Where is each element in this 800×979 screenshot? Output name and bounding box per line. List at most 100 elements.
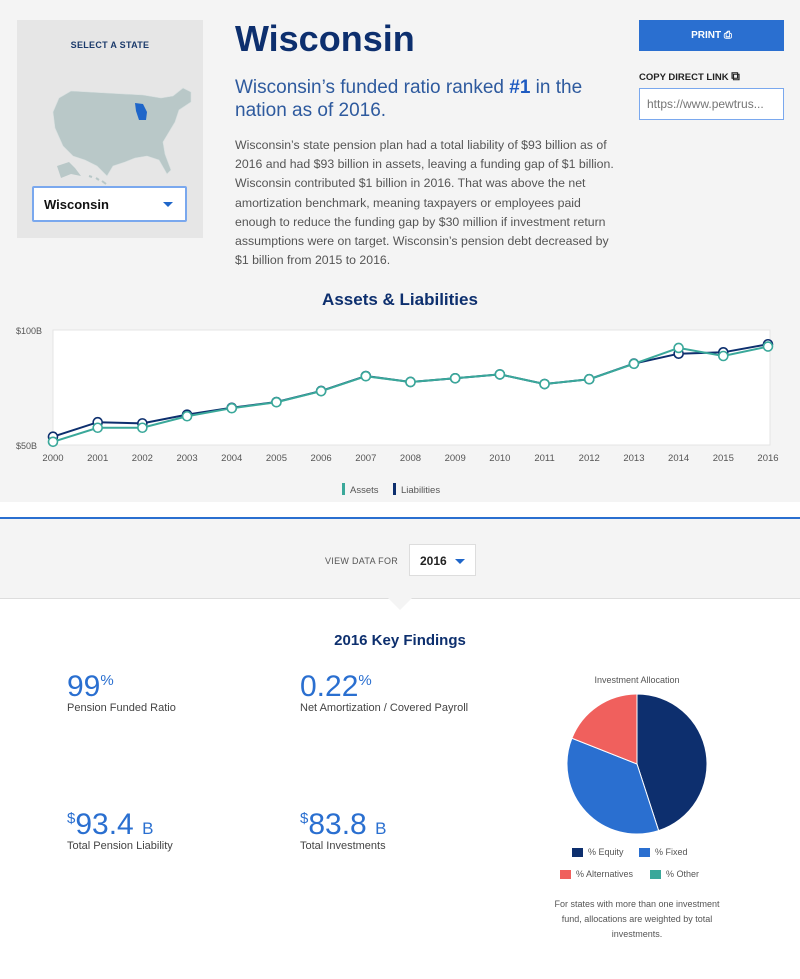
data-point-assets: [762, 341, 774, 352]
state-overview-section: SELECT A STATE Wisconsin Wisconsin Wisco…: [0, 0, 800, 502]
stat-value: 83.8: [308, 808, 367, 841]
state-dropdown[interactable]: Wisconsin: [32, 186, 187, 222]
section-divider: [0, 517, 800, 519]
x-tick-label: 2009: [445, 453, 466, 464]
legend-fixed: % Fixed: [639, 847, 688, 857]
stat-suffix: %: [100, 672, 114, 689]
legend-label: % Fixed: [655, 847, 688, 857]
data-point-assets: [583, 373, 595, 385]
x-tick-label: 2008: [400, 453, 421, 464]
x-tick-label: 2011: [534, 453, 554, 464]
pie-slice-alternatives: [571, 693, 638, 765]
data-point-assets: [315, 385, 327, 397]
plot-area: [52, 329, 771, 446]
data-point-assets: [405, 376, 416, 388]
stat-unit: B: [375, 819, 387, 838]
allocation-pie-chart: [566, 693, 708, 835]
legend-other: % Other: [650, 869, 699, 879]
legend-swatch: [393, 483, 396, 495]
pie-title: Investment Allocation: [594, 675, 680, 685]
chart-title: Assets & Liabilities: [322, 290, 478, 309]
x-tick-label: 2004: [221, 453, 242, 464]
x-tick-label: 2007: [355, 453, 376, 464]
summary-paragraph: Wisconsin’s state pension plan had a tot…: [235, 138, 614, 268]
x-tick-label: 2015: [713, 453, 734, 464]
legend-label: % Other: [666, 869, 700, 879]
page-title: Wisconsin: [235, 18, 415, 59]
legend-label: Assets: [350, 485, 379, 496]
legend-label: % Equity: [588, 847, 624, 857]
print-label: PRINT: [691, 30, 722, 41]
data-point-assets: [673, 342, 684, 354]
data-point-assets: [539, 378, 550, 390]
printer-icon: ⎙: [723, 30, 732, 41]
legend-swatch: [650, 869, 661, 879]
year-dropdown-value: 2016: [420, 554, 447, 568]
stat-value: 99: [67, 670, 101, 703]
legend-label: Liabilities: [401, 485, 440, 496]
data-point-assets: [449, 372, 461, 384]
stat-label: Pension Funded Ratio: [67, 702, 176, 714]
data-point-assets: [92, 422, 103, 434]
us-map[interactable]: [51, 86, 201, 186]
legend-swatch: [560, 869, 571, 879]
stat-total-liability: $93.4 B Total Pension Liability: [67, 808, 173, 852]
x-tick-label: 2010: [489, 453, 510, 464]
pie-slice-equity: [636, 693, 708, 832]
x-tick-label: 2013: [623, 453, 644, 464]
select-state-label: SELECT A STATE: [70, 40, 150, 50]
legend-swatch: [572, 847, 583, 857]
legend-swatch: [639, 847, 650, 857]
chevron-down-icon: [163, 202, 173, 207]
legend-label: % Alternatives: [576, 869, 634, 879]
direct-link-input[interactable]: [639, 88, 784, 120]
wisconsin-state[interactable]: [135, 103, 147, 120]
data-point-assets: [360, 370, 372, 382]
legend-equity: % Equity: [572, 847, 624, 857]
state-selector-panel: SELECT A STATE Wisconsin: [17, 20, 203, 238]
stat-label: Net Amortization / Covered Payroll: [300, 702, 469, 714]
legend-swatch: [342, 483, 345, 495]
rank-headline-text: Wisconsin’s funded ratio ranked: [235, 77, 510, 98]
pie-slice-fixed: [566, 737, 660, 835]
x-tick-label: 2002: [132, 453, 153, 464]
stat-value: 93.4: [75, 808, 134, 841]
data-point-assets: [628, 358, 640, 370]
data-point-assets: [494, 369, 506, 380]
x-tick-label: 2005: [266, 453, 287, 464]
view-data-band: VIEW DATA FOR 2016: [0, 519, 800, 599]
stat-unit: B: [142, 819, 154, 838]
copy-link-label: COPY DIRECT LINK ⧉: [639, 69, 740, 84]
stat-prefix: $: [300, 810, 309, 827]
stat-funded-ratio: 99% Pension Funded Ratio: [67, 670, 176, 714]
allocation-note: For states with more than one investment…: [554, 899, 720, 939]
print-button[interactable]: PRINT ⎙: [639, 20, 784, 51]
legend-alternatives: % Alternatives: [560, 869, 633, 879]
data-point-assets: [181, 410, 193, 422]
stat-suffix: %: [358, 672, 372, 689]
view-data-label: VIEW DATA FOR: [325, 556, 399, 566]
rank-value: #1: [509, 77, 531, 98]
copy-icon[interactable]: ⧉: [731, 69, 740, 83]
x-tick-label: 2012: [579, 453, 600, 464]
stat-label: Total Pension Liability: [67, 840, 173, 852]
y-tick-label: $50B: [16, 441, 37, 451]
band-pointer: [388, 598, 412, 610]
rank-headline-text-end: in the nation as of 2016.: [235, 77, 583, 121]
copy-link-text: COPY DIRECT LINK: [639, 72, 729, 83]
data-point-assets: [271, 396, 282, 408]
year-dropdown[interactable]: 2016: [409, 544, 476, 576]
x-tick-label: 2016: [757, 453, 778, 464]
x-tick-label: 2003: [176, 453, 197, 464]
data-point-assets: [47, 436, 59, 448]
assets-liabilities-chart: $100B $50B 2000 2001 2002 2003 2004 2005 2006 200…: [16, 326, 779, 496]
x-tick-label: 2001: [87, 453, 108, 464]
stat-total-investments: $83.8 B Total Investments: [300, 808, 386, 852]
y-tick-label: $100B: [16, 326, 42, 336]
x-tick-label: 2000: [42, 453, 63, 464]
x-tick-label: 2006: [311, 453, 332, 464]
data-point-assets: [226, 402, 238, 414]
stat-label: Total Investments: [300, 840, 386, 852]
stat-value: 0.22: [300, 670, 359, 703]
stat-prefix: $: [67, 810, 76, 827]
